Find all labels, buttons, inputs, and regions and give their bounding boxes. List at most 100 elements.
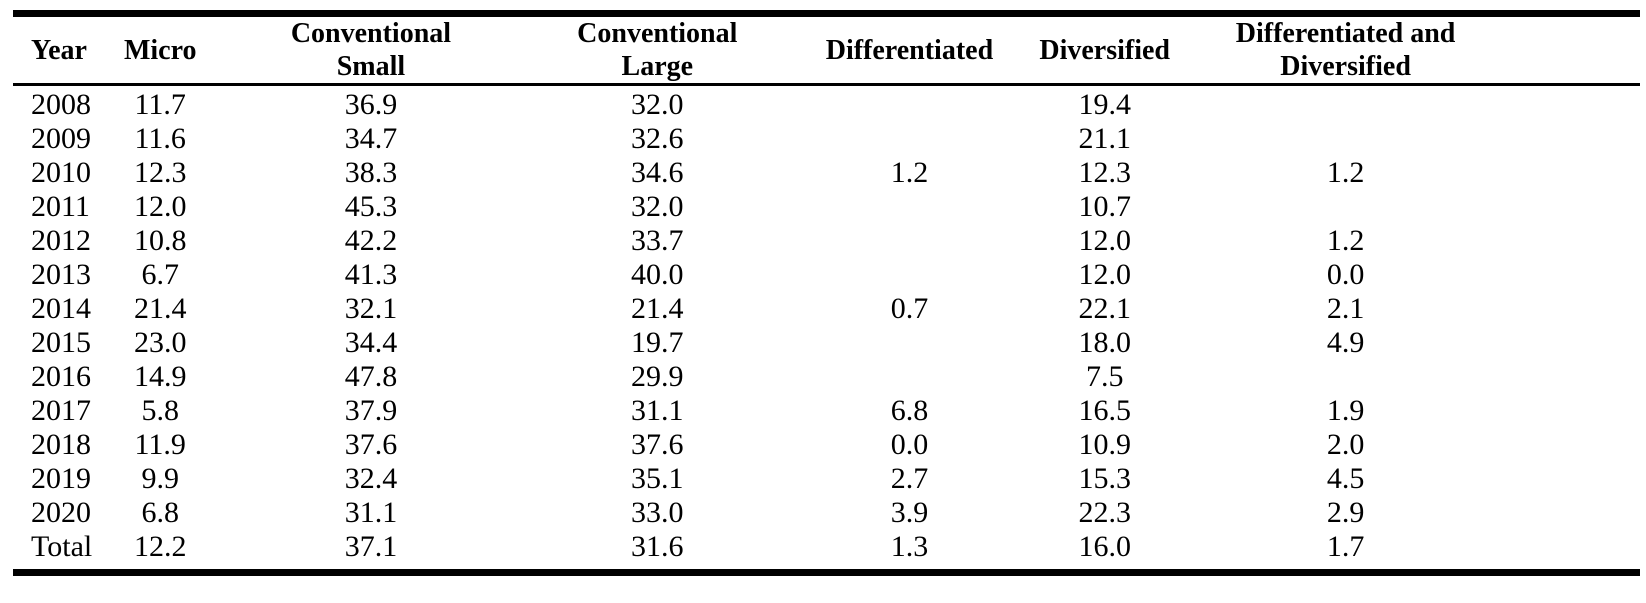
column-header-label: Year xyxy=(31,34,87,66)
cell: 1.2 xyxy=(1326,224,1365,257)
cell: 15.3 xyxy=(1078,462,1131,495)
cell: 37.6 xyxy=(631,428,684,461)
column-header-label: Conventional Small xyxy=(290,18,452,82)
cell: 34.7 xyxy=(344,122,398,155)
cell: 12.0 xyxy=(1078,224,1131,257)
column-header-label: Differentiated and Diversified xyxy=(1235,18,1456,82)
table-row: Total 12.2 37.1 31.6 1.3 16.0 1.7 xyxy=(13,530,1640,573)
cell: 6.8 xyxy=(890,394,929,427)
table-container: Year Micro Conventional Small Convention… xyxy=(13,10,1640,576)
cell: 37.6 xyxy=(344,428,398,461)
column-header-label: Diversified xyxy=(1039,34,1170,66)
cell: 10.9 xyxy=(1078,428,1131,461)
cell: 11.9 xyxy=(134,428,186,461)
cell: 19.4 xyxy=(1078,88,1131,121)
cell: 18.0 xyxy=(1078,326,1131,359)
cell: 31.1 xyxy=(631,394,684,427)
cell: 2012 xyxy=(31,224,91,257)
cell: 5.8 xyxy=(141,394,179,427)
cell: 2017 xyxy=(31,394,91,427)
table-row: 2009 11.6 34.7 32.6 21.1 xyxy=(13,122,1640,156)
percentage-by-year-table: Year Micro Conventional Small Convention… xyxy=(13,10,1640,576)
column-header-micro: Micro xyxy=(102,13,218,86)
cell: 32.6 xyxy=(631,122,684,155)
cell xyxy=(1181,190,1640,224)
cell xyxy=(791,224,1029,258)
column-header-differentiated: Differentiated xyxy=(790,13,1029,86)
cell: 22.1 xyxy=(1078,292,1131,325)
cell: 34.6 xyxy=(631,156,684,189)
cell: 32.0 xyxy=(631,88,684,121)
cell: 33.0 xyxy=(631,496,684,529)
cell: 12.2 xyxy=(133,530,187,563)
cell: 12.0 xyxy=(1078,258,1131,291)
cell: 1.3 xyxy=(890,530,929,563)
cell: 4.9 xyxy=(1326,326,1365,359)
cell: 1.7 xyxy=(1326,530,1365,563)
cell: 19.7 xyxy=(631,326,684,359)
cell: 31.6 xyxy=(631,530,684,563)
cell: 11.6 xyxy=(134,122,186,155)
table-row: 2014 21.4 32.1 21.4 0.7 22.1 2.1 xyxy=(13,292,1640,326)
cell: 2014 xyxy=(31,292,91,325)
cell: 36.9 xyxy=(344,88,398,121)
table-row: 2017 5.8 37.9 31.1 6.8 16.5 1.9 xyxy=(13,394,1640,428)
cell: 29.9 xyxy=(631,360,684,393)
cell xyxy=(1181,85,1640,123)
cell: 0.0 xyxy=(890,428,929,461)
column-header-diversified: Diversified xyxy=(1028,13,1182,86)
table-row: 2010 12.3 38.3 34.6 1.2 12.3 1.2 xyxy=(13,156,1640,190)
cell: 35.1 xyxy=(631,462,684,495)
cell: 10.7 xyxy=(1078,190,1131,223)
column-header-label: Micro xyxy=(123,34,197,66)
column-header-conventional-large: Conventional Large xyxy=(523,13,791,86)
column-header-conventional-small: Conventional Small xyxy=(218,13,524,86)
cell: 38.3 xyxy=(344,156,398,189)
cell xyxy=(791,258,1029,292)
cell: 7.5 xyxy=(1085,360,1124,393)
cell: 32.1 xyxy=(344,292,398,325)
table-header: Year Micro Conventional Small Convention… xyxy=(13,13,1640,86)
cell: 6.7 xyxy=(141,258,179,291)
cell: 42.2 xyxy=(344,224,398,257)
cell: 2016 xyxy=(31,360,91,393)
table-row: 2018 11.9 37.6 37.6 0.0 10.9 2.0 xyxy=(13,428,1640,462)
cell: 2009 xyxy=(31,122,91,155)
cell: 37.9 xyxy=(344,394,398,427)
cell: 2.9 xyxy=(1326,496,1365,529)
cell: 6.8 xyxy=(141,496,179,529)
table-row: 2011 12.0 45.3 32.0 10.7 xyxy=(13,190,1640,224)
cell: 47.8 xyxy=(344,360,398,393)
cell: 2015 xyxy=(31,326,91,359)
cell: Total xyxy=(31,530,93,563)
cell: 37.1 xyxy=(344,530,398,563)
cell: 2020 xyxy=(31,496,91,529)
cell: 2008 xyxy=(31,88,91,121)
cell: 16.5 xyxy=(1078,394,1131,427)
cell: 2011 xyxy=(31,190,90,223)
cell: 2.7 xyxy=(890,462,929,495)
cell: 2.0 xyxy=(1326,428,1365,461)
cell: 32.4 xyxy=(344,462,398,495)
cell xyxy=(791,122,1029,156)
cell: 14.9 xyxy=(133,360,187,393)
cell: 11.7 xyxy=(134,88,186,121)
cell: 23.0 xyxy=(133,326,187,359)
cell: 21.1 xyxy=(1078,122,1131,155)
cell: 1.9 xyxy=(1326,394,1365,427)
cell: 0.0 xyxy=(1326,258,1365,291)
cell xyxy=(1181,360,1640,394)
cell: 3.9 xyxy=(890,496,929,529)
cell: 31.1 xyxy=(344,496,398,529)
cell: 4.5 xyxy=(1326,462,1365,495)
column-header-year: Year xyxy=(13,13,103,86)
cell: 12.0 xyxy=(133,190,187,223)
column-header-differentiated-and-diversified: Differentiated and Diversified xyxy=(1181,13,1640,86)
table-row: 2020 6.8 31.1 33.0 3.9 22.3 2.9 xyxy=(13,496,1640,530)
column-header-label: Conventional Large xyxy=(577,18,738,82)
table-row: 2013 6.7 41.3 40.0 12.0 0.0 xyxy=(13,258,1640,292)
cell: 45.3 xyxy=(344,190,398,223)
cell: 0.7 xyxy=(890,292,929,325)
cell: 2010 xyxy=(31,156,91,189)
cell: 34.4 xyxy=(344,326,398,359)
